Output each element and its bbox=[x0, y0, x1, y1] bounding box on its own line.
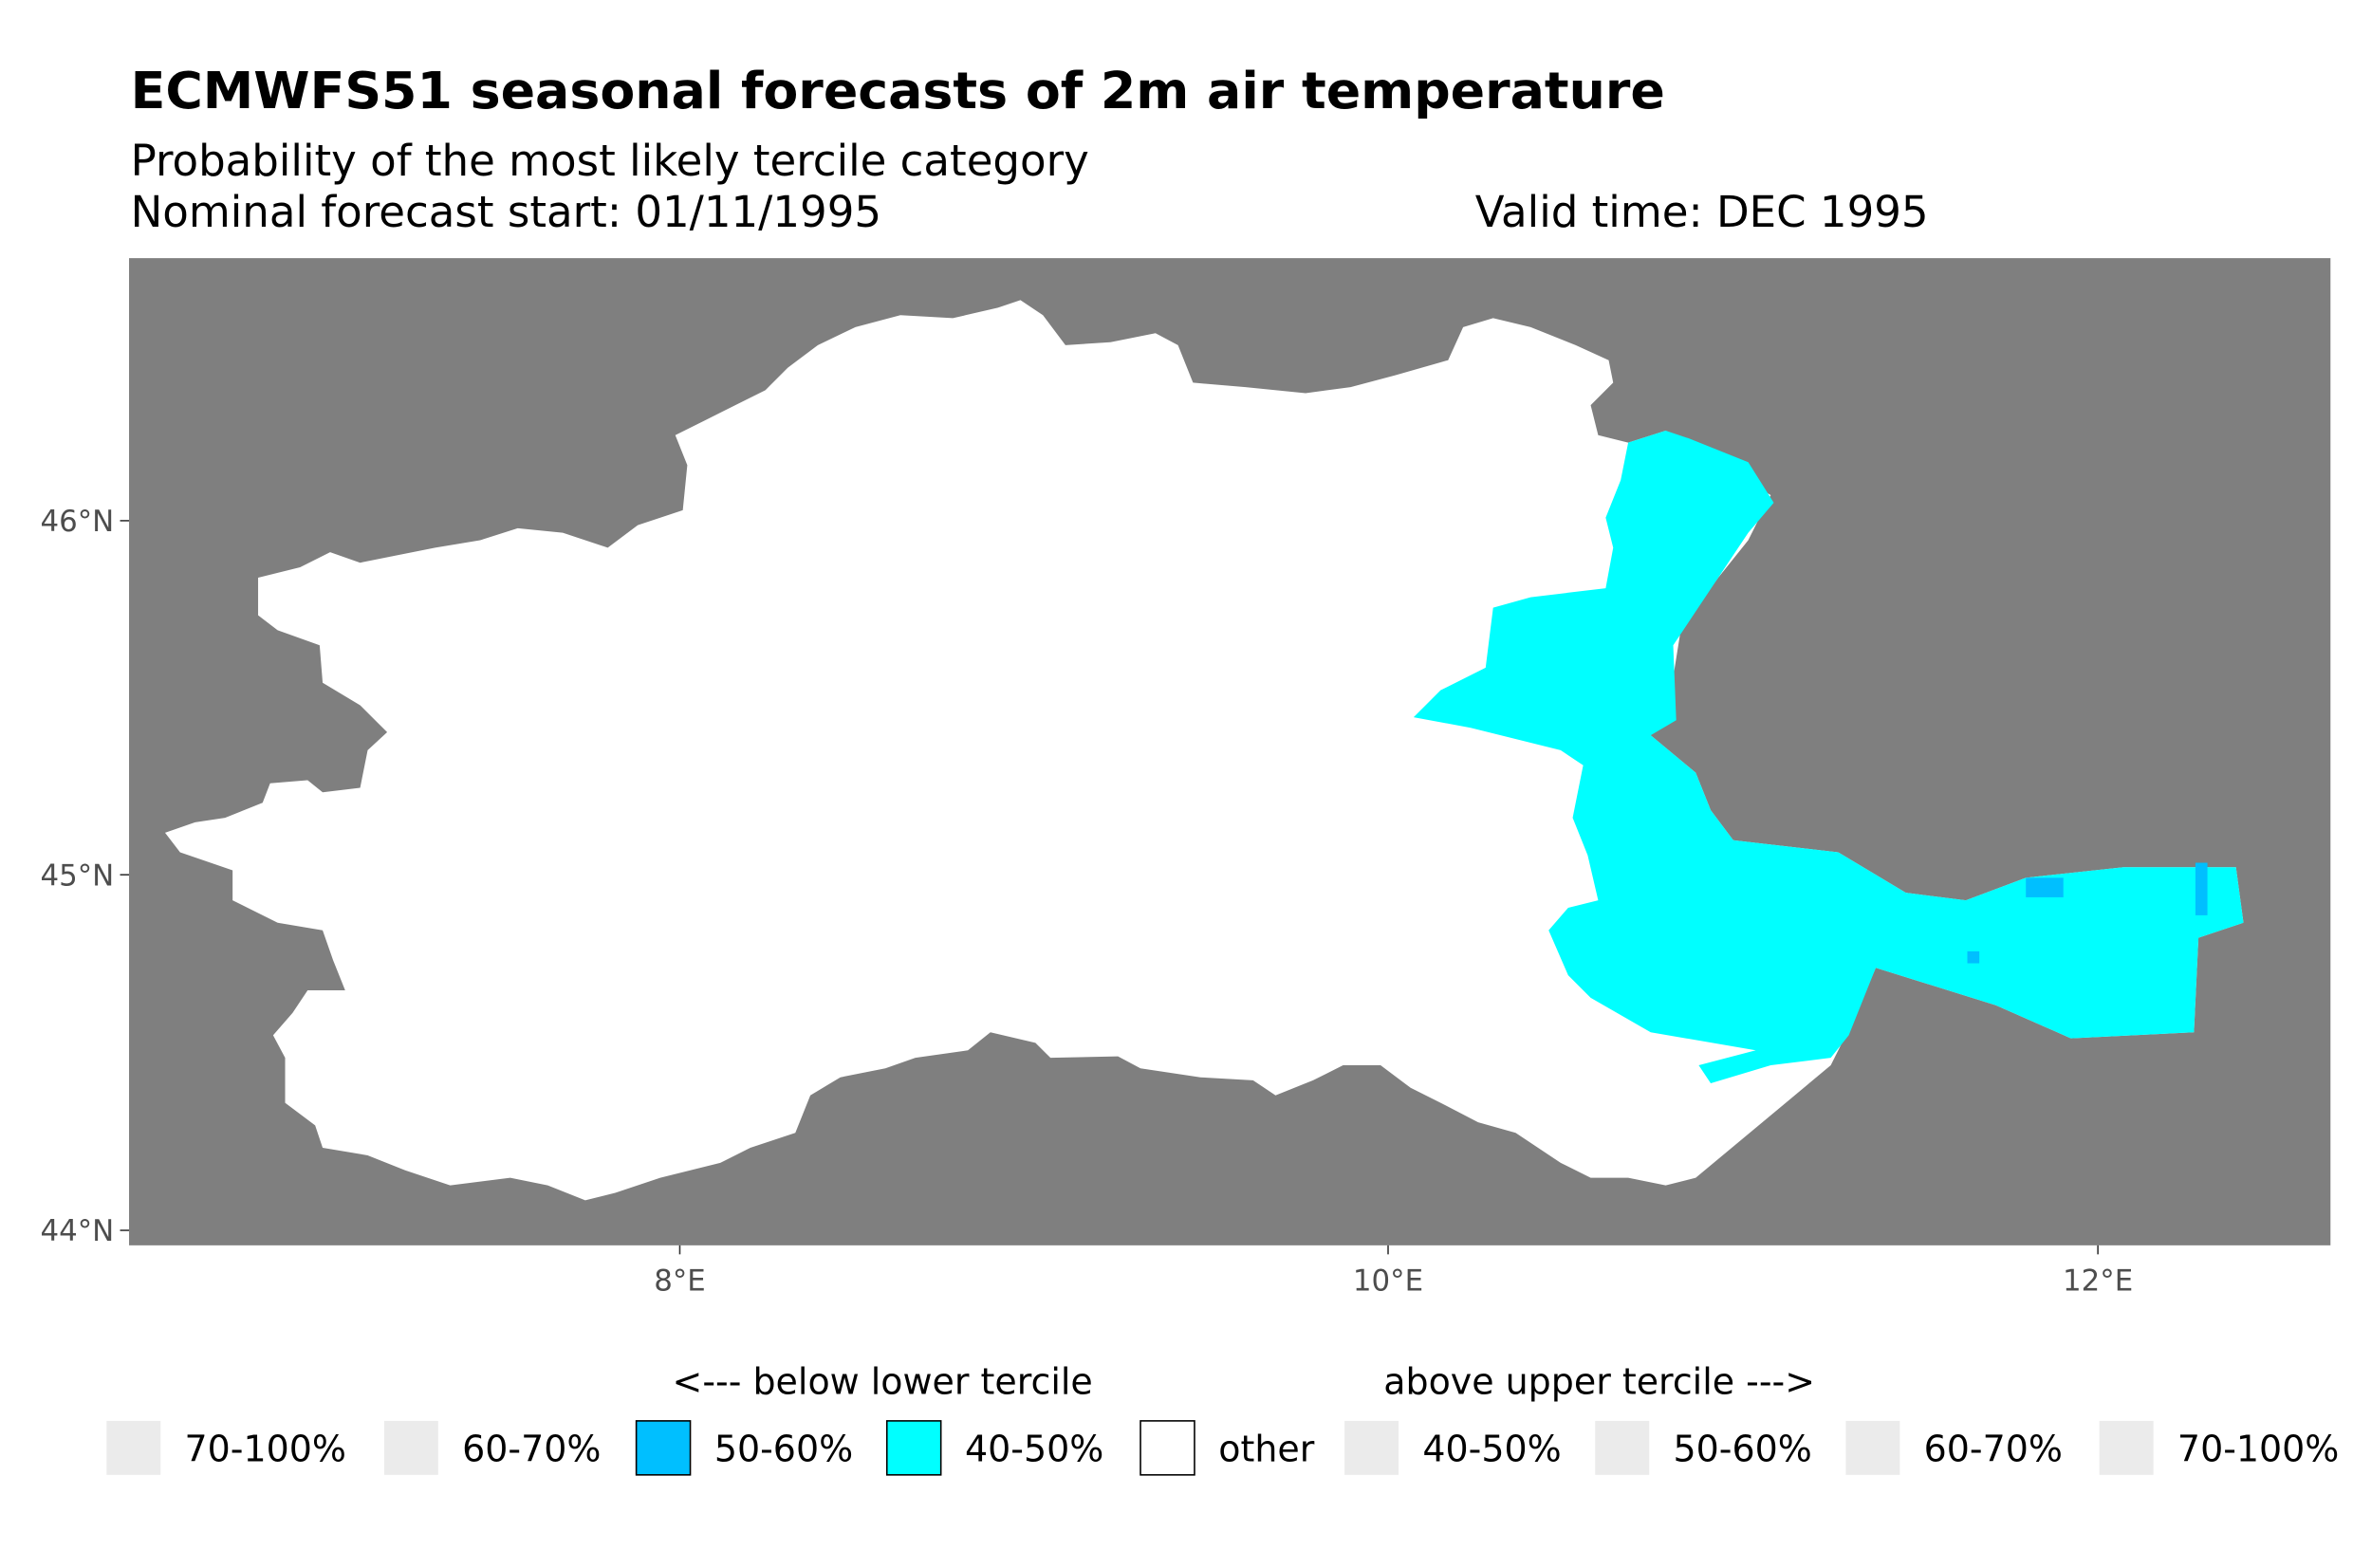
legend-key bbox=[885, 1420, 942, 1476]
x-tick-label: 10°E bbox=[1353, 1264, 1423, 1298]
legend-label: 70-100% bbox=[2177, 1429, 2339, 1470]
map-panel bbox=[129, 258, 2331, 1245]
x-tick-label: 12°E bbox=[2063, 1264, 2133, 1298]
legend-label: 70-100% bbox=[185, 1429, 346, 1470]
legend-key bbox=[1139, 1420, 1195, 1476]
region-below-50-60 bbox=[1967, 950, 1980, 964]
legend: <--- below lower tercile above upper ter… bbox=[106, 1360, 2339, 1476]
legend-label: 60-70% bbox=[1924, 1429, 2063, 1470]
legend-label: 60-70% bbox=[462, 1429, 601, 1470]
y-axis: 46°N 45°N 44°N bbox=[41, 505, 130, 1248]
valid-time: Valid time: DEC 1995 bbox=[1475, 187, 1929, 237]
legend-label: 50-60% bbox=[714, 1429, 853, 1470]
figure-subtitle: Probability of the most likely tercile c… bbox=[131, 136, 1089, 186]
legend-label: 40-50% bbox=[1422, 1429, 1561, 1470]
figure-title: ECMWFS51 seasonal forecasts of 2m air te… bbox=[131, 61, 1665, 120]
legend-label: 50-60% bbox=[1674, 1429, 1812, 1470]
y-tick-label: 46°N bbox=[41, 505, 115, 539]
region-below-40-50 bbox=[1413, 431, 2244, 1084]
legend-key bbox=[1595, 1420, 1650, 1475]
legend-label: 40-50% bbox=[965, 1429, 1103, 1470]
legend-below-header: <--- below lower tercile bbox=[673, 1360, 1093, 1402]
legend-label: other bbox=[1218, 1429, 1314, 1470]
y-tick-label: 44°N bbox=[41, 1214, 115, 1248]
legend-key bbox=[1344, 1420, 1399, 1475]
legend-key bbox=[106, 1420, 161, 1475]
x-axis: 8°E 10°E 12°E bbox=[654, 1245, 2133, 1298]
legend-above-header: above upper tercile ---> bbox=[1383, 1360, 1815, 1402]
legend-key bbox=[2099, 1420, 2154, 1475]
region-below-50-60 bbox=[2026, 877, 2064, 897]
legend-key bbox=[1845, 1420, 1900, 1475]
legend-key bbox=[635, 1420, 692, 1476]
legend-key bbox=[383, 1420, 438, 1475]
x-tick-label: 8°E bbox=[654, 1264, 706, 1298]
region-below-50-60 bbox=[2195, 862, 2208, 915]
y-tick-label: 45°N bbox=[41, 858, 115, 893]
forecast-start: Nominal forecast start: 01/11/1995 bbox=[131, 187, 881, 237]
